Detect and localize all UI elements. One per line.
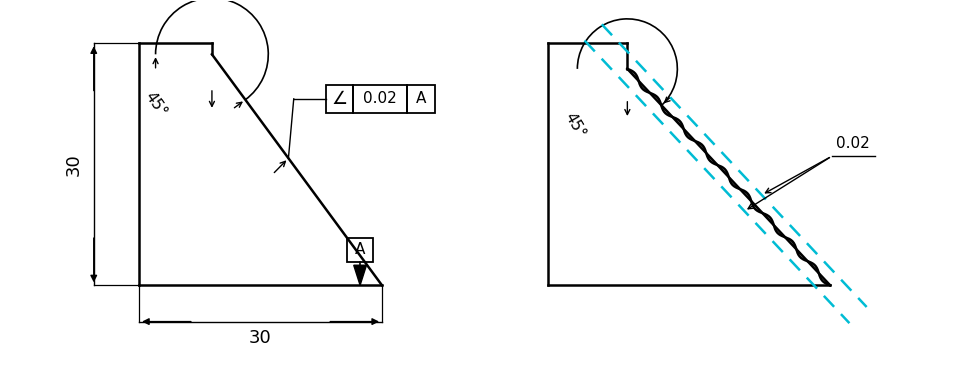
Text: 30: 30 <box>64 153 83 176</box>
Text: ∠: ∠ <box>331 90 347 108</box>
Bar <box>353 85 407 112</box>
Bar <box>407 85 434 112</box>
Text: 0.02: 0.02 <box>363 91 397 106</box>
Text: 45°: 45° <box>141 89 169 120</box>
Text: 0.02: 0.02 <box>835 136 870 151</box>
Bar <box>325 85 353 112</box>
Polygon shape <box>354 265 366 285</box>
Text: 45°: 45° <box>561 110 587 141</box>
Bar <box>347 238 373 262</box>
Text: 30: 30 <box>249 329 272 347</box>
Text: A: A <box>355 242 365 257</box>
Text: A: A <box>415 91 426 106</box>
